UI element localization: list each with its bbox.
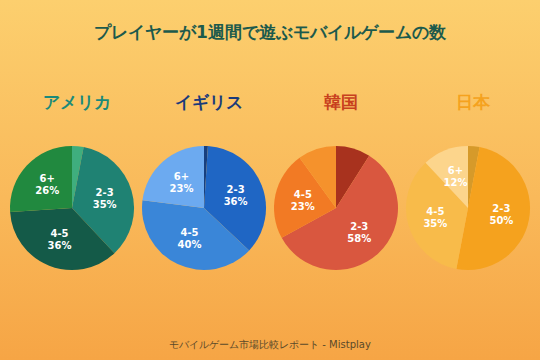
svg-text:6+: 6+ <box>40 173 55 184</box>
svg-text:6+: 6+ <box>448 165 463 176</box>
svg-text:モバイルゲーム市場比較レポート - Mistplay: モバイルゲーム市場比較レポート - Mistplay <box>169 339 371 350</box>
svg-text:35%: 35% <box>423 218 447 229</box>
svg-text:4-5: 4-5 <box>426 206 444 217</box>
svg-text:23%: 23% <box>170 183 194 194</box>
svg-text:韓国: 韓国 <box>324 92 358 112</box>
svg-text:2-3: 2-3 <box>492 203 510 214</box>
svg-text:2-3: 2-3 <box>96 187 114 198</box>
svg-text:日本: 日本 <box>456 92 491 112</box>
svg-text:23%: 23% <box>291 201 315 212</box>
svg-text:6+: 6+ <box>174 171 189 182</box>
svg-text:36%: 36% <box>224 196 248 207</box>
svg-text:2-3: 2-3 <box>350 221 368 232</box>
svg-text:2-3: 2-3 <box>227 184 245 195</box>
svg-text:4-5: 4-5 <box>50 228 68 239</box>
svg-text:イギリス: イギリス <box>175 92 243 112</box>
svg-text:35%: 35% <box>93 199 117 210</box>
svg-text:58%: 58% <box>347 233 371 244</box>
svg-text:50%: 50% <box>489 215 513 226</box>
svg-text:アメリカ: アメリカ <box>43 92 111 112</box>
svg-text:26%: 26% <box>35 185 59 196</box>
svg-text:40%: 40% <box>178 239 202 250</box>
svg-text:4-5: 4-5 <box>180 227 198 238</box>
svg-text:12%: 12% <box>444 177 468 188</box>
svg-text:4-5: 4-5 <box>294 189 312 200</box>
svg-text:36%: 36% <box>48 240 72 251</box>
svg-text:プレイヤーが1週間で遊ぶモバイルゲームの数: プレイヤーが1週間で遊ぶモバイルゲームの数 <box>94 22 447 42</box>
